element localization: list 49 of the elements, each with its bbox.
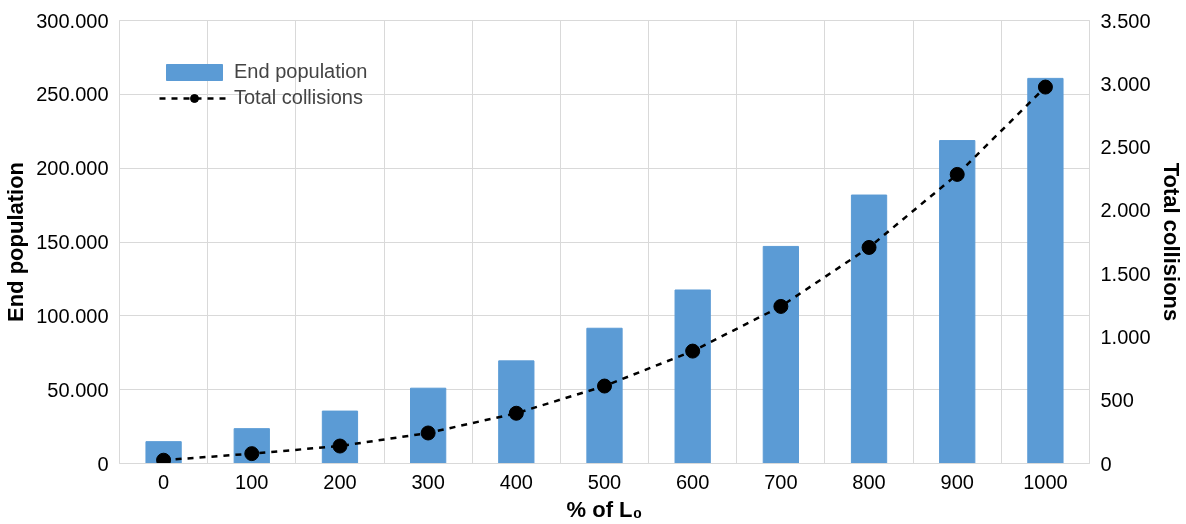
x-tick-label: 1000 [1023, 470, 1068, 493]
bar [1027, 77, 1064, 464]
y-tick-label: 200.000 [36, 157, 109, 180]
x-tick-label: 300 [411, 470, 445, 493]
bar [586, 327, 623, 464]
point [508, 405, 524, 421]
y2-tick-label: 0 [1100, 452, 1112, 475]
bar [762, 245, 799, 464]
y2-tick-label: 1.000 [1100, 325, 1151, 348]
y2-tick-label: 3.000 [1100, 72, 1151, 95]
legend-label: End population [234, 60, 368, 83]
bar [939, 140, 976, 464]
y-tick-label: 50.000 [47, 378, 109, 401]
point [685, 343, 701, 359]
point [861, 239, 877, 255]
y-tick-label: 150.000 [36, 231, 109, 253]
x-tick-label: 200 [323, 470, 357, 493]
point [1037, 79, 1053, 95]
y2-tick-label: 2.500 [1100, 136, 1151, 159]
y-tick-label: 0 [97, 452, 109, 475]
y-axis-title: End population [3, 161, 29, 323]
x-tick-label: 700 [764, 470, 798, 493]
x-tick-label: 500 [587, 470, 622, 493]
x-tick-label: 0 [158, 470, 170, 493]
y2-tick-label: 1.500 [1100, 262, 1151, 285]
bar [850, 194, 888, 464]
y-tick-label: 250.000 [36, 83, 109, 106]
x-tick-label: 400 [499, 470, 534, 493]
y2-tick-label: 2.000 [1100, 199, 1151, 222]
point [420, 425, 436, 441]
y2-tick-label: 3.500 [1100, 9, 1151, 32]
point [244, 446, 260, 462]
point [949, 166, 965, 182]
bar [410, 387, 447, 464]
y2-tick-label: 500 [1100, 389, 1134, 412]
y-tick-label: 300.000 [36, 9, 109, 32]
bar [498, 360, 535, 464]
x-tick-label: 800 [852, 470, 886, 493]
x-tick-label: 600 [676, 470, 710, 493]
x-tick-label: 900 [940, 470, 974, 493]
point [332, 438, 348, 454]
point [597, 378, 612, 394]
bar [674, 289, 711, 464]
y-tick-label: 100.000 [36, 304, 109, 327]
x-axis-title: % of L₀ [566, 496, 643, 522]
legend-label: Total collisions [234, 86, 363, 109]
x-tick-label: 100 [235, 470, 269, 493]
point [773, 298, 789, 314]
y2-axis-title: Total collisions [1158, 162, 1184, 322]
